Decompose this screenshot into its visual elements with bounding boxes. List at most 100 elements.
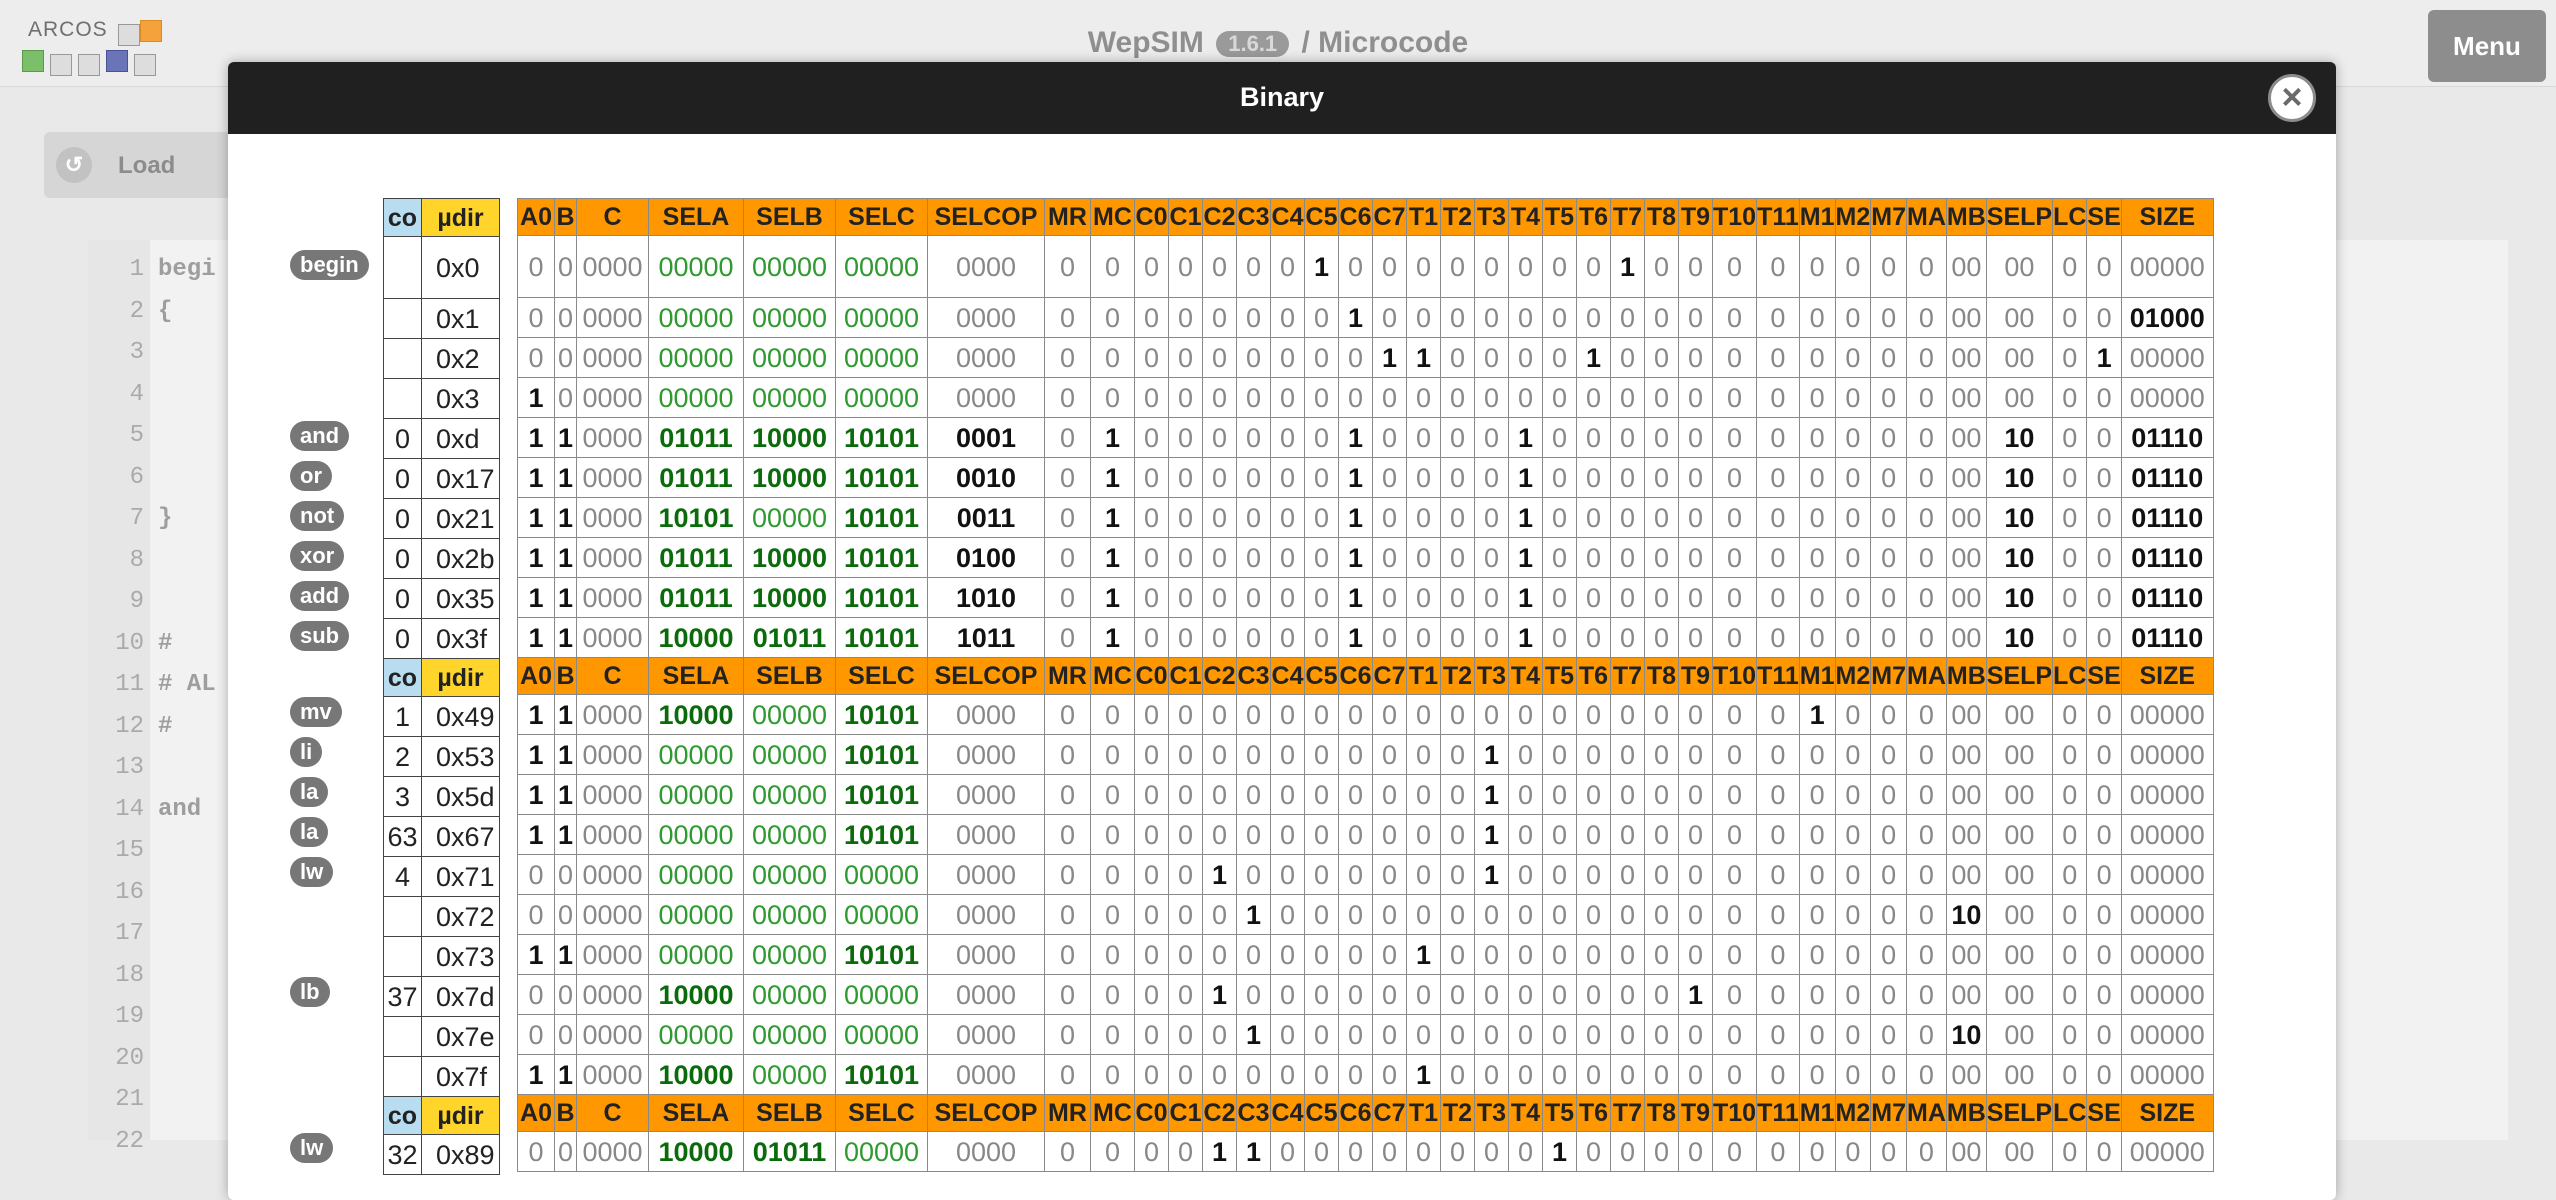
signal-cell: 0 (1678, 457, 1713, 498)
signal-cell: 0 (1644, 1014, 1679, 1055)
line-number: 4 (129, 380, 144, 408)
instruction-label[interactable]: la (290, 817, 329, 847)
signal-cell: 0000 (576, 734, 649, 775)
signal-cell: 00000 (2120, 1054, 2214, 1095)
signal-header: C7 (1372, 198, 1407, 236)
signal-cell: 0 (1440, 377, 1475, 418)
instruction-label[interactable]: lb (290, 977, 330, 1007)
signal-cell: 0 (1270, 497, 1305, 538)
signal-cell: 0 (2086, 1054, 2122, 1095)
signal-cell: 0 (1644, 297, 1679, 338)
signal-cell: 0 (1202, 1054, 1237, 1095)
instruction-label[interactable]: sub (290, 621, 350, 651)
signal-cell: 0 (1372, 377, 1407, 418)
signal-cell: 0 (1090, 894, 1135, 935)
signal-cell: 0 (1834, 537, 1872, 578)
co-cell: 32 (383, 1134, 422, 1175)
signal-cell: 01110 (2120, 457, 2214, 498)
signal-cell: 0 (1304, 457, 1339, 498)
signal-cell: 0 (554, 337, 577, 378)
signal-header: SELA (648, 198, 744, 236)
instruction-label[interactable]: li (290, 737, 323, 767)
signal-header: A0 (517, 657, 555, 695)
signal-cell: 0 (1798, 457, 1836, 498)
signal-cell: 10101 (835, 934, 928, 975)
signal-cell: 0 (1756, 337, 1800, 378)
signal-cell: 00000 (2120, 337, 2214, 378)
binary-signal-table: A0 B C SELA SELB SELC SELCOP MR MC C0 C1 C2 C3 C4 C5 C6… (517, 198, 2214, 1172)
signal-cell: 0 (1270, 1054, 1305, 1095)
signal-header: C5 (1304, 657, 1339, 695)
signal-cell: 0000 (576, 497, 649, 538)
signal-cell: 0 (1678, 894, 1713, 935)
signal-cell: 10101 (648, 497, 744, 538)
signal-cell: 0 (1304, 577, 1339, 618)
signal-cell: 0000 (576, 854, 649, 895)
instruction-label[interactable]: lw (290, 857, 334, 887)
modal-title: Binary (1239, 82, 1325, 112)
signal-cell: 10101 (835, 497, 928, 538)
signal-cell: 00000 (648, 854, 744, 895)
signal-cell: 0 (1508, 694, 1543, 735)
signal-cell: 0 (1372, 894, 1407, 935)
instruction-label[interactable]: la (290, 777, 329, 807)
instruction-label[interactable]: mv (290, 697, 342, 727)
signal-cell: 0 (1906, 734, 1947, 775)
signal-cell: 0 (1576, 497, 1611, 538)
signal-cell: 10000 (743, 457, 836, 498)
instruction-label[interactable]: begin (290, 250, 369, 280)
signal-header: SELB (743, 1094, 836, 1132)
line-number: 2 (129, 297, 144, 325)
signal-cell: 0 (1644, 337, 1679, 378)
menu-button[interactable]: Menu (2428, 10, 2546, 82)
instruction-label[interactable]: or (290, 461, 332, 491)
instruction-label[interactable]: and (290, 421, 350, 451)
signal-cell: 0 (1711, 1131, 1758, 1172)
signal-cell: 0 (1711, 854, 1758, 895)
instruction-label[interactable]: xor (290, 541, 345, 571)
signal-cell: 0 (1406, 1014, 1441, 1055)
signal-cell: 0 (1798, 974, 1836, 1015)
signal-cell: 0 (1474, 337, 1509, 378)
udir-cell: 0xd (421, 418, 500, 459)
signal-cell: 10 (1945, 894, 1987, 935)
co-cell: 1 (383, 696, 422, 737)
signal-cell: 0000 (576, 894, 649, 935)
signal-cell: 0 (1304, 1054, 1339, 1095)
signal-cell: 1011 (927, 617, 1045, 658)
instruction-label[interactable]: add (290, 581, 350, 611)
signal-cell: 0 (1508, 854, 1543, 895)
signal-header: M7 (1870, 657, 1907, 695)
instruction-label[interactable]: lw (290, 1133, 334, 1163)
signal-cell: 0 (1474, 974, 1509, 1015)
signal-cell: 0 (1798, 854, 1836, 895)
signal-cell: 0 (1474, 1014, 1509, 1055)
signal-header: SELC (835, 657, 928, 695)
signal-cell: 0 (1236, 734, 1271, 775)
load-button[interactable]: ↺ Load (44, 132, 244, 198)
signal-cell: 0 (1304, 1014, 1339, 1055)
close-icon[interactable]: × (2268, 74, 2316, 122)
signal-cell: 0 (1834, 1014, 1872, 1055)
signal-cell: 1 (554, 934, 577, 975)
signal-cell: 0 (1610, 497, 1645, 538)
signal-cell: 0 (1610, 577, 1645, 618)
co-cell: 0 (383, 578, 422, 619)
signal-cell: 0 (1134, 814, 1169, 855)
signal-cell: 0 (1834, 377, 1872, 418)
signal-cell: 0 (1270, 894, 1305, 935)
instruction-label[interactable]: not (290, 501, 345, 531)
signal-cell: 1 (517, 497, 555, 538)
signal-cell: 0 (517, 854, 555, 895)
signal-cell: 0 (1870, 577, 1907, 618)
signal-cell: 0 (1542, 297, 1577, 338)
signal-cell: 0 (2086, 457, 2122, 498)
signal-cell: 1 (1338, 497, 1373, 538)
signal-cell: 1 (1338, 577, 1373, 618)
signal-cell: 1 (517, 694, 555, 735)
signal-cell: 0 (1440, 297, 1475, 338)
signal-cell: 0 (1834, 774, 1872, 815)
signal-cell: 0 (1090, 774, 1135, 815)
signal-cell: 0 (1440, 1131, 1475, 1172)
signal-header: C2 (1202, 198, 1237, 236)
